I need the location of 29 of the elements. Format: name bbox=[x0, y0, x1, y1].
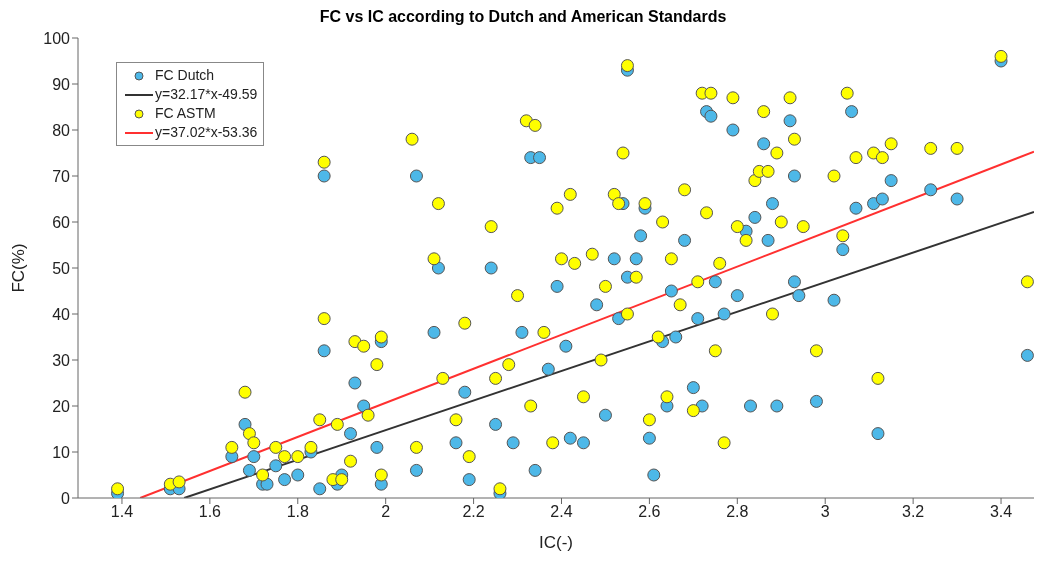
y-tick-label: 70 bbox=[52, 167, 71, 185]
legend-label: y=37.02*x-53.36 bbox=[155, 123, 258, 142]
y-tick-label: 20 bbox=[52, 397, 71, 415]
y-tick-label: 10 bbox=[52, 443, 71, 461]
x-axis-title: IC(-) bbox=[539, 533, 573, 552]
x-tick-label: 1.6 bbox=[198, 503, 222, 521]
x-tick-label: 2.8 bbox=[726, 503, 749, 521]
y-tick-label: 50 bbox=[52, 259, 71, 277]
y-tick-label: 0 bbox=[61, 489, 71, 507]
x-tick-label: 3.2 bbox=[902, 503, 925, 521]
x-tick-label: 3.4 bbox=[989, 503, 1013, 521]
y-tick-label: 90 bbox=[52, 75, 71, 93]
x-tick-label: 2.4 bbox=[550, 503, 573, 521]
y-tick-label: 60 bbox=[52, 213, 71, 231]
x-tick-label: 1.4 bbox=[110, 503, 134, 521]
legend-label: FC Dutch bbox=[155, 66, 215, 85]
x-tick-label: 1.8 bbox=[286, 503, 309, 521]
y-tick-label: 30 bbox=[52, 351, 71, 369]
legend-label: FC ASTM bbox=[155, 104, 216, 123]
y-tick-label: 80 bbox=[52, 121, 71, 139]
x-tick-label: 2.6 bbox=[638, 503, 661, 521]
y-axis-title: FC(%) bbox=[9, 243, 29, 293]
x-tick-label: 2 bbox=[381, 503, 391, 521]
y-tick-label: 40 bbox=[52, 305, 71, 323]
legend-label: y=32.17*x-49.59 bbox=[155, 85, 258, 104]
y-tick-label: 100 bbox=[43, 29, 71, 47]
x-tick-label: 3 bbox=[820, 503, 830, 521]
chart-title: FC vs IC according to Dutch and American Standards bbox=[318, 8, 728, 27]
x-tick-label: 2.2 bbox=[462, 503, 485, 521]
